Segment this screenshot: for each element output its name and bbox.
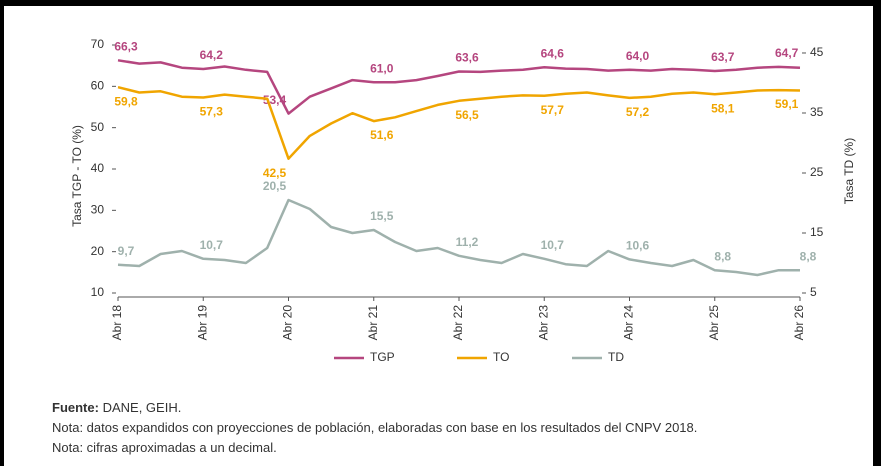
y2-tick-label: 15 bbox=[810, 225, 824, 239]
y-axis-label: Tasa TGP - TO (%) bbox=[70, 125, 84, 227]
value-label: 20,5 bbox=[263, 179, 287, 193]
x-tick-label: Abr 19 bbox=[195, 305, 209, 341]
y-tick-label: 40 bbox=[91, 161, 105, 175]
value-label: 8,8 bbox=[800, 249, 817, 263]
value-label: 57,2 bbox=[626, 105, 650, 119]
value-label: 51,6 bbox=[370, 128, 394, 142]
value-label: 15,5 bbox=[370, 209, 394, 223]
x-tick-label: Abr 20 bbox=[281, 305, 295, 341]
legend-label: TO bbox=[493, 350, 509, 364]
x-tick-label: Abr 18 bbox=[110, 305, 124, 341]
value-label: 10,7 bbox=[200, 238, 224, 252]
y-tick-label: 60 bbox=[91, 79, 105, 93]
value-label: 63,6 bbox=[455, 51, 479, 65]
chart: Tasa TGP - TO (%) Tasa TD (%) 10 20 30 40 50… bbox=[70, 37, 856, 364]
source-label: Fuente: bbox=[52, 400, 99, 415]
value-label: 42,5 bbox=[263, 166, 287, 180]
y2-tick-label: 25 bbox=[810, 165, 824, 179]
value-label: 64,6 bbox=[541, 46, 565, 60]
y2-tick-label: 45 bbox=[810, 45, 824, 59]
value-label: 64,7 bbox=[775, 46, 799, 60]
y2-tick-label: 35 bbox=[810, 105, 824, 119]
value-label: 10,6 bbox=[626, 239, 650, 253]
y-tick-label: 20 bbox=[91, 244, 105, 258]
value-label: 56,5 bbox=[455, 108, 479, 122]
value-label: 57,3 bbox=[200, 105, 224, 119]
value-label: 10,7 bbox=[541, 238, 565, 252]
value-label: 59,1 bbox=[775, 97, 799, 111]
value-label: 64,2 bbox=[200, 48, 224, 62]
value-label: 58,1 bbox=[711, 101, 735, 115]
line bbox=[117, 59, 801, 115]
line bbox=[117, 85, 801, 160]
x-tick-label: Abr 26 bbox=[792, 305, 806, 341]
value-label: 59,8 bbox=[114, 94, 138, 108]
source-line: Fuente: DANE, GEIH. bbox=[52, 398, 697, 418]
legend-label: TD bbox=[608, 350, 624, 364]
value-label: 66,3 bbox=[114, 39, 138, 53]
note: Nota: cifras aproximadas a un decimal. bbox=[52, 440, 277, 455]
x-tick-label: Abr 25 bbox=[707, 305, 721, 341]
y-tick-label: 10 bbox=[91, 285, 105, 299]
y-tick-label: 30 bbox=[91, 203, 105, 217]
value-label: 63,7 bbox=[711, 50, 735, 64]
y2-tick-label: 5 bbox=[810, 285, 817, 299]
line bbox=[117, 198, 800, 277]
legend-label: TGP bbox=[370, 350, 395, 364]
x-tick-label: Abr 24 bbox=[622, 305, 636, 341]
notes: Fuente: DANE, GEIH. Nota: datos expandid… bbox=[52, 398, 697, 458]
x-tick-label: Abr 21 bbox=[366, 305, 380, 341]
y2-axis-label: Tasa TD (%) bbox=[842, 138, 856, 204]
value-label: 9,7 bbox=[118, 244, 135, 258]
value-label: 64,0 bbox=[626, 49, 650, 63]
value-label: 8,8 bbox=[714, 249, 731, 263]
value-label: 11,2 bbox=[456, 235, 479, 249]
value-label: 57,7 bbox=[541, 103, 565, 117]
x-tick-label: Abr 23 bbox=[536, 305, 550, 341]
x-tick-label: Abr 22 bbox=[451, 305, 465, 341]
value-label: 61,0 bbox=[370, 61, 394, 75]
source: DANE, GEIH. bbox=[102, 400, 182, 415]
note: Nota: datos expandidos con proyecciones … bbox=[52, 420, 698, 435]
y-tick-label: 50 bbox=[91, 120, 105, 134]
y-tick-label: 70 bbox=[91, 37, 105, 51]
